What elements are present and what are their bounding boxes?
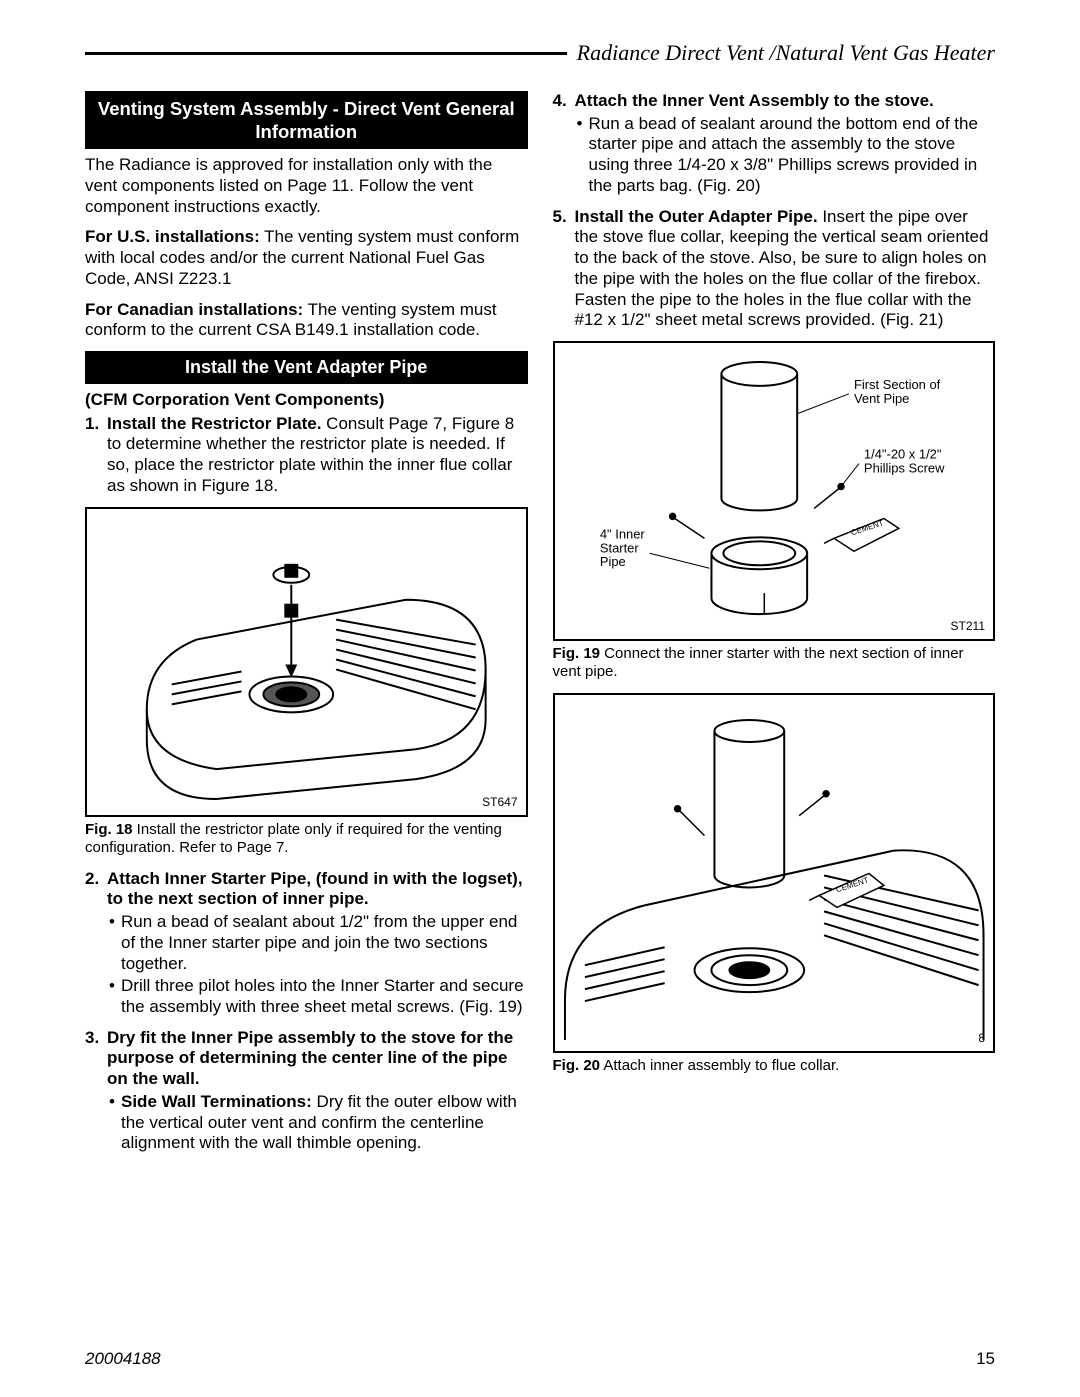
step-5: 5. Install the Outer Adapter Pipe. Inser…: [553, 207, 996, 331]
step-num: 4.: [553, 91, 567, 112]
figure-20-svg: CEMENT: [555, 695, 994, 1051]
ca-lead: For Canadian installations:: [85, 300, 303, 319]
fig18-tag: ST647: [482, 795, 517, 809]
product-title: Radiance Direct Vent /Natural Vent Gas H…: [577, 40, 995, 66]
step3-lead: Dry fit the Inner Pipe assembly to the s…: [107, 1028, 513, 1088]
step-num: 3.: [85, 1028, 99, 1049]
doc-number: 20004188: [85, 1349, 161, 1369]
section-header-venting: Venting System Assembly - Direct Vent Ge…: [85, 91, 528, 149]
components-head: (CFM Corporation Vent Components): [85, 390, 528, 410]
rule-line: [85, 52, 567, 55]
ca-install-text: For Canadian installations: The venting …: [85, 300, 528, 341]
step4-lead: Attach the Inner Vent Assembly to the st…: [575, 91, 934, 110]
figure-18-box: ST647: [85, 507, 528, 817]
step2-lead: Attach Inner Starter Pipe, (found in wit…: [107, 869, 523, 909]
step-num: 2.: [85, 869, 99, 890]
us-install-text: For U.S. installations: The venting syst…: [85, 227, 528, 289]
step-3: 3. Dry fit the Inner Pipe assembly to th…: [85, 1028, 528, 1154]
fig20-caption: Fig. 20 Attach inner assembly to flue co…: [553, 1057, 996, 1075]
fig18-cap-text: Install the restrictor plate only if req…: [85, 821, 502, 856]
fig19-label-screw: 1/4"-20 x 1/2"Phillips Screw: [863, 447, 944, 476]
fig19-cap-text: Connect the inner starter with the next …: [553, 645, 964, 680]
steps-list-left-2: 2. Attach Inner Starter Pipe, (found in …: [85, 869, 528, 1155]
step3-b1: Side Wall Terminations: Dry fit the oute…: [107, 1092, 528, 1154]
us-lead: For U.S. installations:: [85, 227, 260, 246]
top-rule: Radiance Direct Vent /Natural Vent Gas H…: [85, 40, 995, 66]
steps-list-left: 1. Install the Restrictor Plate. Consult…: [85, 414, 528, 497]
fig20-tag: 8: [978, 1031, 985, 1045]
footer: 20004188 15: [85, 1349, 995, 1369]
fig19-tag: ST211: [951, 619, 985, 633]
step-num: 5.: [553, 207, 567, 228]
intro-text: The Radiance is approved for installatio…: [85, 155, 528, 217]
step4-b1: Run a bead of sealant around the bottom …: [575, 114, 996, 197]
left-column: Venting System Assembly - Direct Vent Ge…: [85, 91, 528, 1164]
step-num: 1.: [85, 414, 99, 435]
figure-19-box: First Section ofVent Pipe 1/4"-20 x 1/2"…: [553, 341, 996, 641]
step-1: 1. Install the Restrictor Plate. Consult…: [85, 414, 528, 497]
step-4: 4. Attach the Inner Vent Assembly to the…: [553, 91, 996, 197]
step2-b2: Drill three pilot holes into the Inner S…: [107, 976, 528, 1017]
fig18-caption: Fig. 18 Install the restrictor plate onl…: [85, 821, 528, 857]
figure-19-svg: First Section ofVent Pipe 1/4"-20 x 1/2"…: [555, 343, 994, 639]
step3-b1-lead: Side Wall Terminations:: [121, 1092, 312, 1111]
fig19-cap-lead: Fig. 19: [553, 645, 601, 662]
step-2: 2. Attach Inner Starter Pipe, (found in …: [85, 869, 528, 1018]
fig18-cap-lead: Fig. 18: [85, 821, 133, 838]
fig20-cap-lead: Fig. 20: [553, 1057, 601, 1074]
steps-list-right: 4. Attach the Inner Vent Assembly to the…: [553, 91, 996, 331]
fig20-cap-text: Attach inner assembly to flue collar.: [600, 1057, 839, 1074]
step2-b1: Run a bead of sealant about 1/2" from th…: [107, 912, 528, 974]
fig19-label-starter: 4" InnerStarterPipe: [599, 526, 645, 569]
figure-18-svg: [87, 509, 526, 815]
page-number: 15: [976, 1349, 995, 1369]
columns: Venting System Assembly - Direct Vent Ge…: [85, 91, 995, 1164]
section-header-adapter: Install the Vent Adapter Pipe: [85, 351, 528, 384]
step5-lead: Install the Outer Adapter Pipe.: [575, 207, 818, 226]
fig19-label-first: First Section ofVent Pipe: [853, 377, 940, 406]
step1-lead: Install the Restrictor Plate.: [107, 414, 321, 433]
right-column: 4. Attach the Inner Vent Assembly to the…: [553, 91, 996, 1164]
figure-20-box: CEMENT 8: [553, 693, 996, 1053]
fig19-caption: Fig. 19 Connect the inner starter with t…: [553, 645, 996, 681]
